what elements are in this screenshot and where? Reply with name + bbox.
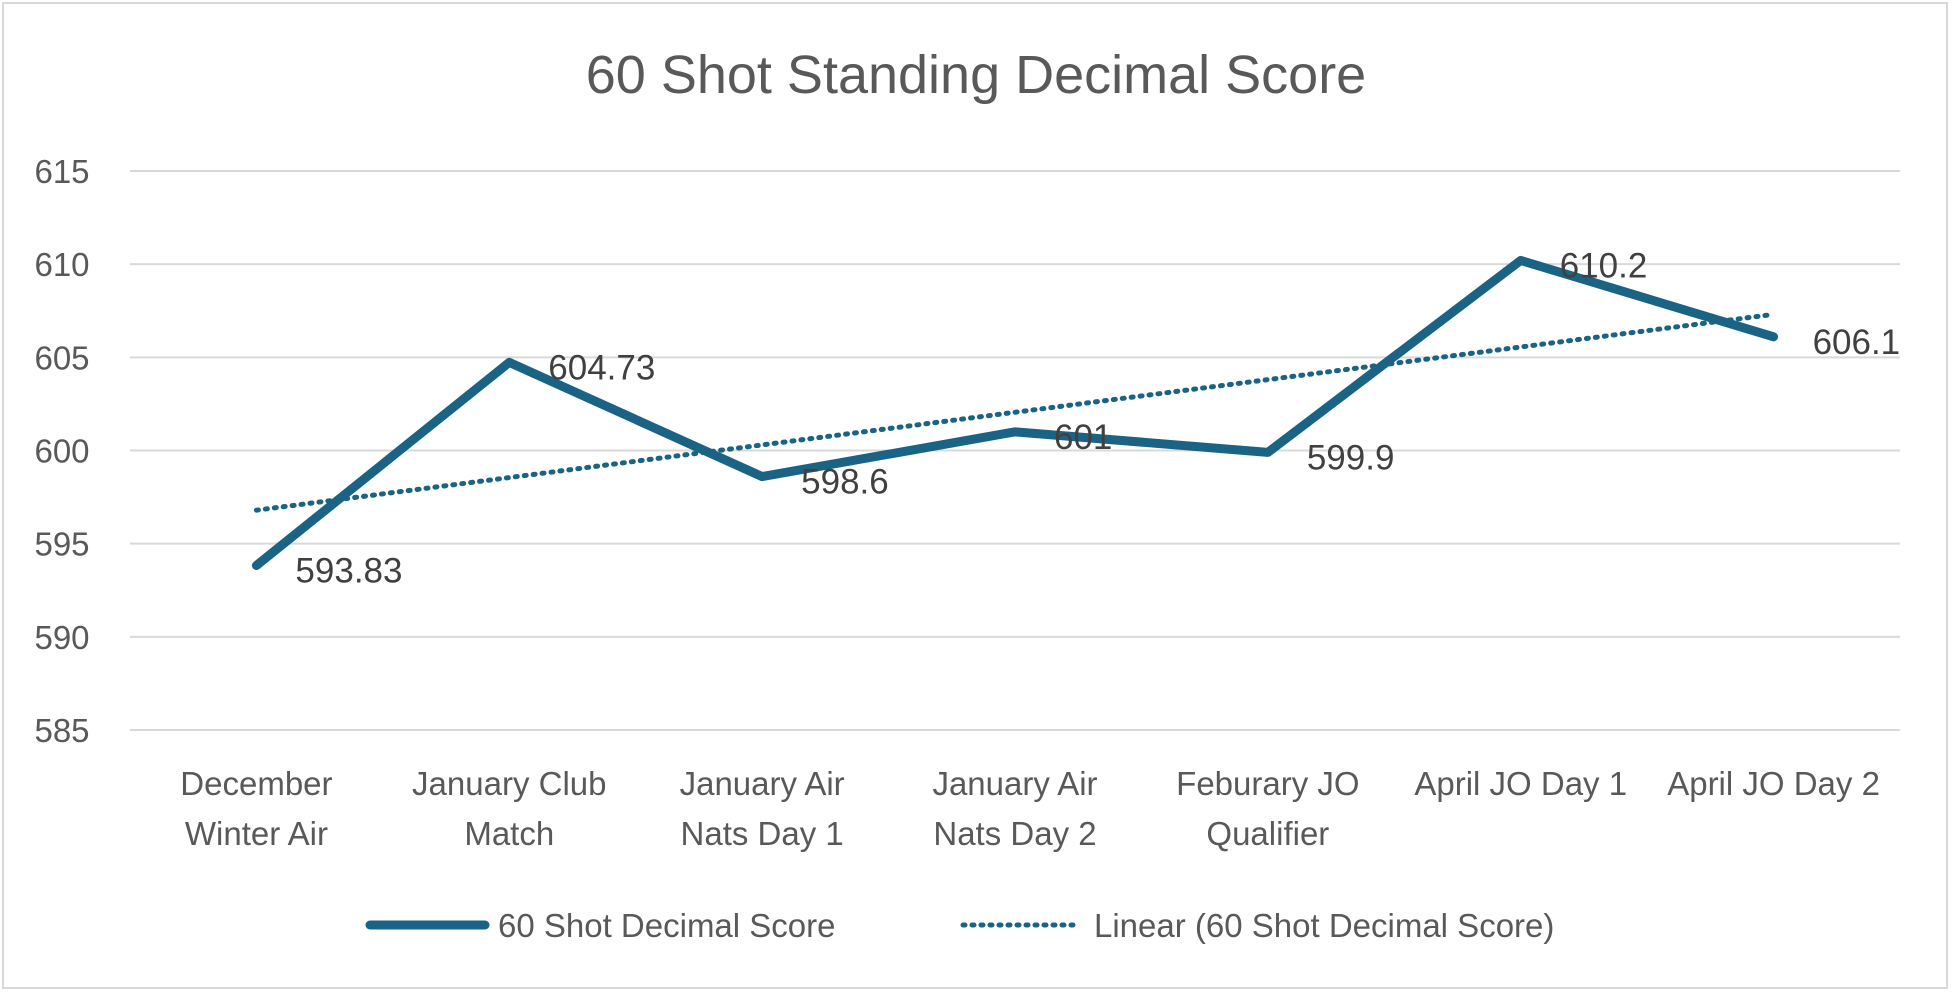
series-layer bbox=[251, 255, 1779, 570]
x-tick-label: January Air bbox=[932, 765, 1097, 802]
data-label: 593.83 bbox=[295, 551, 402, 590]
y-tick-label: 600 bbox=[34, 433, 89, 470]
x-tick-label: April JO Day 1 bbox=[1414, 765, 1627, 802]
x-tick-label: December bbox=[180, 765, 332, 802]
trendline-layer bbox=[253, 311, 1777, 513]
y-tick-label: 610 bbox=[34, 246, 89, 283]
x-tick-label: Match bbox=[464, 815, 554, 852]
x-tick-label: Nats Day 1 bbox=[681, 815, 844, 852]
chart-title: 60 Shot Standing Decimal Score bbox=[586, 45, 1366, 105]
y-tick-label: 605 bbox=[34, 339, 89, 376]
data-label: 604.73 bbox=[548, 348, 655, 387]
x-tick-label: Nats Day 2 bbox=[933, 815, 1096, 852]
legend: 60 Shot Decimal Score Linear (60 Shot De… bbox=[365, 907, 1554, 944]
x-axis-labels: December Winter Air January Club Match Janua… bbox=[180, 765, 1880, 852]
data-label: 599.9 bbox=[1307, 438, 1395, 477]
legend-trendline-label: Linear (60 Shot Decimal Score) bbox=[1094, 907, 1554, 944]
x-tick-label: April JO Day 2 bbox=[1667, 765, 1880, 802]
data-label: 610.2 bbox=[1560, 246, 1648, 285]
data-label: 606.1 bbox=[1813, 323, 1901, 362]
x-tick-label: Feburary JO bbox=[1176, 765, 1359, 802]
y-axis-labels: 615 610 605 600 595 590 585 bbox=[34, 153, 89, 749]
y-tick-label: 615 bbox=[34, 153, 89, 190]
data-label: 601 bbox=[1054, 418, 1112, 457]
x-tick-label: January Air bbox=[680, 765, 845, 802]
data-labels: 593.83 604.73 598.6 601 599.9 610.2 606.1 bbox=[295, 246, 1900, 590]
trendline bbox=[253, 311, 1777, 513]
data-label: 598.6 bbox=[801, 463, 889, 502]
x-tick-label: January Club bbox=[412, 765, 606, 802]
y-tick-label: 585 bbox=[34, 712, 89, 749]
gridlines bbox=[130, 170, 1900, 731]
x-tick-label: Winter Air bbox=[185, 815, 328, 852]
legend-series-label: 60 Shot Decimal Score bbox=[498, 907, 836, 944]
y-tick-label: 595 bbox=[34, 526, 89, 563]
y-tick-label: 590 bbox=[34, 619, 89, 656]
x-tick-label: Qualifier bbox=[1206, 815, 1329, 852]
